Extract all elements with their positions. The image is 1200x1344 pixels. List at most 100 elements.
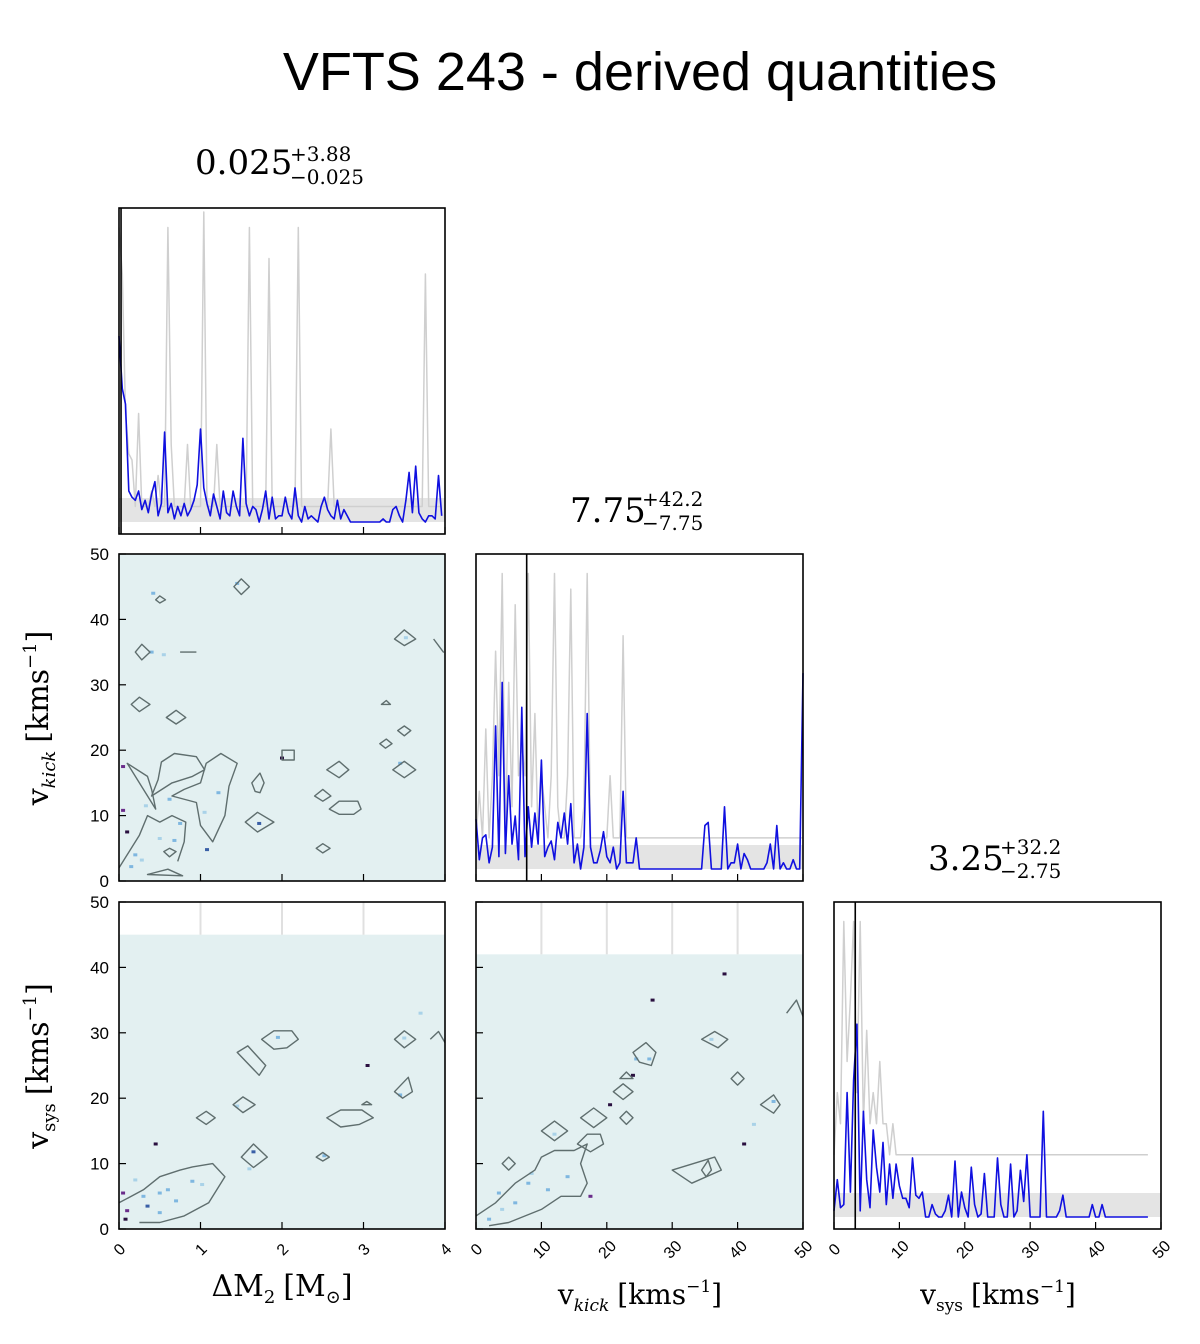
density-pixel [247, 1167, 252, 1171]
density-pixel [145, 1204, 150, 1208]
density-contour [393, 1076, 414, 1099]
density-contour [328, 800, 362, 815]
x-tick-label: 40 [1084, 1238, 1109, 1263]
hist-blue-curve [118, 335, 443, 523]
hist-vkick-plus-label: +42.2 [642, 487, 703, 511]
density-contour [281, 749, 295, 761]
density-contour [576, 1133, 605, 1153]
vsys-ylabel-sub: sys [39, 1103, 60, 1132]
x-tick-label: 1 [192, 1241, 210, 1259]
vkick-xlabel: vkick [kms−1] [557, 1277, 722, 1316]
density-contour [118, 814, 187, 869]
vsys-ylabel-unit: [kms [21, 1021, 56, 1095]
vkick-xlabel-exp: −1 [686, 1277, 711, 1297]
y-tick-label: 50 [90, 893, 109, 912]
density-pixel [403, 636, 408, 640]
x-tick-label: 10 [888, 1238, 913, 1263]
density-pixel [487, 1217, 492, 1221]
density-contour [326, 1109, 374, 1128]
density-contour [155, 595, 167, 604]
density-fill [119, 934, 445, 1229]
density-contour [632, 1041, 657, 1067]
panel-frame [833, 901, 1162, 1230]
density-fill [476, 954, 803, 1229]
panel-frame [475, 901, 804, 1230]
density-panel-vkick-vsys: 0 10 20 30 40 50 vkick [kms−1] [468, 901, 816, 1316]
hist-blue-curve [833, 1023, 1148, 1218]
density-contour [146, 868, 184, 877]
y-tick-label: 40 [90, 610, 109, 629]
density-pixel [174, 1199, 179, 1203]
density-contour [397, 725, 412, 737]
density-contour [392, 760, 417, 779]
density-contour [730, 1071, 745, 1086]
dm2-xlabel-main: ΔM [211, 1269, 263, 1304]
density-pixel [771, 1099, 776, 1103]
density-pixel [200, 1183, 205, 1187]
x-tick-label: 30 [661, 1238, 686, 1263]
density-pixel [202, 810, 207, 814]
vkick-xlabel-sub: kick [574, 1296, 610, 1316]
density-pixel [588, 1194, 593, 1198]
x-tick-label: 2 [274, 1241, 292, 1259]
vsys-xlabel-exp: −1 [1040, 1277, 1065, 1297]
density-pixel [157, 1191, 162, 1195]
density-panel-dm2-vkick: 0 10 20 30 40 50 vkick [kms−1] [20, 545, 446, 891]
density-contour [195, 1110, 216, 1126]
panel-frame [475, 553, 804, 882]
x-tick-label: 0 [111, 1241, 129, 1259]
hist-panel-vkick: 7.75+42.2−7.75 [475, 487, 804, 882]
density-pixel [565, 1175, 570, 1179]
density-pixel [402, 1036, 407, 1040]
x-tick-label: 10 [530, 1238, 555, 1263]
hist-dm2-plus-label: +3.88 [290, 142, 351, 166]
dm2-xlabel-sun: ⊙ [326, 1287, 341, 1308]
density-pixel [513, 1201, 518, 1205]
density-pixel [526, 1181, 531, 1185]
density-contour [236, 1045, 267, 1076]
density-contour [150, 752, 206, 797]
vkick-xlabel-unit: [kms [617, 1278, 686, 1311]
density-contour [501, 1156, 516, 1171]
density-pixel [121, 808, 126, 812]
density-pixel [139, 858, 144, 862]
hist-dm2-minus-label: −0.025 [290, 165, 364, 189]
vkick-ylabel-exp: −1 [20, 642, 41, 669]
density-pixel [149, 650, 154, 654]
density-contour [118, 1162, 226, 1224]
dm2-xlabel-close: ] [341, 1269, 353, 1304]
x-tick-label: 0 [826, 1241, 844, 1259]
x-tick-label: 30 [1019, 1238, 1044, 1263]
density-pixel [496, 1191, 501, 1195]
density-pixel [275, 1035, 280, 1039]
hist-vkick-median-label: 7.75 [570, 491, 646, 531]
vsys-xlabel: vsys [kms−1] [919, 1277, 1076, 1316]
hist-vkick-minus-label: −7.75 [642, 511, 703, 535]
density-contour [393, 629, 417, 647]
y-tick-label: 30 [90, 1024, 109, 1043]
density-contour [134, 643, 151, 661]
density-pixel [529, 1171, 534, 1175]
vkick-ylabel-sub: kick [39, 751, 60, 789]
density-contour [433, 638, 445, 653]
density-pixel [751, 1122, 756, 1126]
density-pixel [251, 1150, 256, 1154]
y-tick-label: 0 [100, 872, 109, 891]
density-contour [240, 1143, 268, 1169]
density-contour [475, 1143, 588, 1227]
x-tick-label: 20 [596, 1238, 621, 1263]
hist-blue-curve [475, 673, 804, 870]
density-contour [393, 1030, 417, 1049]
hist-background [834, 902, 1161, 1229]
density-contour [233, 578, 251, 596]
density-pixel [157, 1211, 162, 1215]
svg-text:vkick[kms−1]: vkick [kms−1] [20, 631, 60, 807]
density-pixel [650, 998, 655, 1002]
hist-gray-curve [833, 920, 1148, 1156]
density-contour [165, 709, 187, 725]
hist-vsys-minus-label: −2.75 [1000, 859, 1061, 883]
density-pixel [133, 853, 138, 857]
hist-panel-dm2: 0.025+3.88−0.025 [118, 142, 446, 535]
vkick-ylabel-main: v [21, 788, 56, 806]
density-pixel [167, 797, 172, 801]
